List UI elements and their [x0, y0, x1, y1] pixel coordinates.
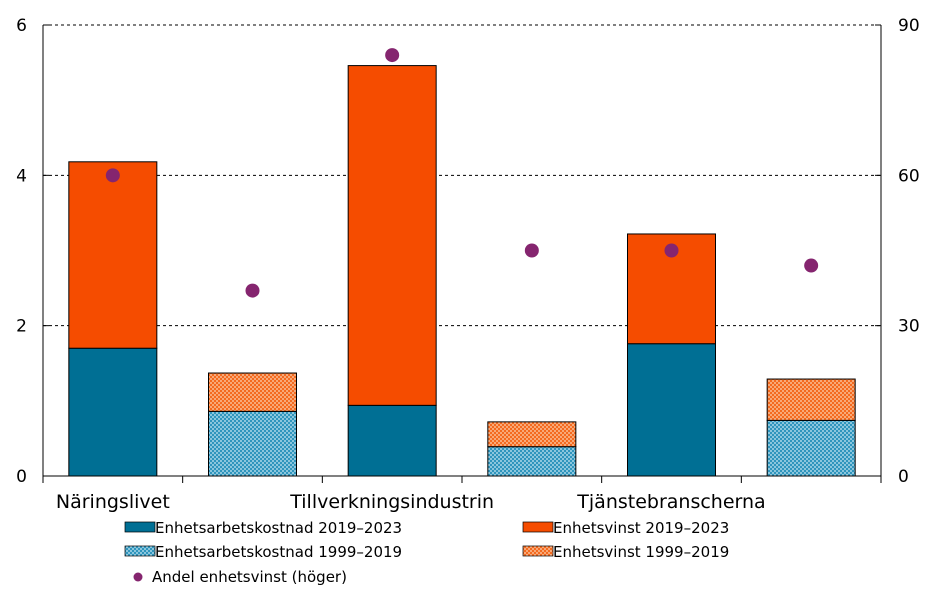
- legend-swatch: [522, 521, 554, 533]
- bar-enhetsvinst: [766, 378, 856, 421]
- andel-point: [664, 243, 679, 258]
- andel-point: [804, 258, 819, 273]
- bar-enhetsarbetskostnad: [68, 347, 158, 477]
- y-right-tick-label: 90: [898, 16, 920, 36]
- category-label: Tillverkningsindustrin: [289, 491, 494, 513]
- bar-enhetsvinst: [487, 421, 577, 448]
- bar-enhetsvinst: [208, 372, 297, 412]
- andel-point: [245, 283, 260, 298]
- bar-enhetsarbetskostnad: [208, 410, 297, 477]
- axes: [42, 24, 882, 483]
- bar-enhetsarbetskostnad: [487, 446, 577, 477]
- legend-label: Enhetsarbetskostnad 1999–2019: [155, 543, 402, 561]
- legend-label: Enhetsarbetskostnad 2019–2023: [155, 519, 402, 537]
- legend-swatch: [522, 545, 554, 557]
- bar-enhetsarbetskostnad: [766, 419, 856, 477]
- category-label: Tjänstebranscherna: [576, 491, 765, 513]
- category-labels: Näringslivet Tillverkningsindustrin Tjänst…: [56, 491, 766, 513]
- bars: [68, 65, 856, 477]
- y-right-tick-label: 30: [898, 317, 920, 337]
- andel-point: [105, 168, 120, 183]
- gridlines: [43, 24, 881, 327]
- legend-swatch: [124, 545, 156, 557]
- y-right-tick-label: 0: [898, 467, 909, 487]
- legend-swatch: [124, 521, 156, 533]
- category-label: Näringslivet: [56, 491, 170, 513]
- andel-point: [385, 48, 400, 63]
- legend-label: Andel enhetsvinst (höger): [152, 568, 347, 586]
- andel-points: [105, 48, 819, 298]
- bar-enhetsvinst: [68, 161, 158, 349]
- y-left-tick-label: 6: [16, 16, 27, 36]
- legend-label: Enhetsvinst 2019–2023: [553, 519, 729, 537]
- andel-point: [524, 243, 539, 258]
- y-left-tick-label: 0: [16, 467, 27, 487]
- legend: Enhetsarbetskostnad 2019–2023 Enhetsvinst…: [124, 519, 729, 586]
- legend-swatch: [133, 572, 143, 582]
- y-right-tick-label: 60: [898, 166, 920, 186]
- y-left-tick-label: 4: [16, 166, 27, 186]
- bar-enhetsarbetskostnad: [627, 343, 716, 477]
- bar-enhetsvinst: [347, 65, 437, 406]
- y-left-tick-label: 2: [16, 317, 27, 337]
- legend-label: Enhetsvinst 1999–2019: [553, 543, 729, 561]
- bar-enhetsarbetskostnad: [347, 404, 437, 477]
